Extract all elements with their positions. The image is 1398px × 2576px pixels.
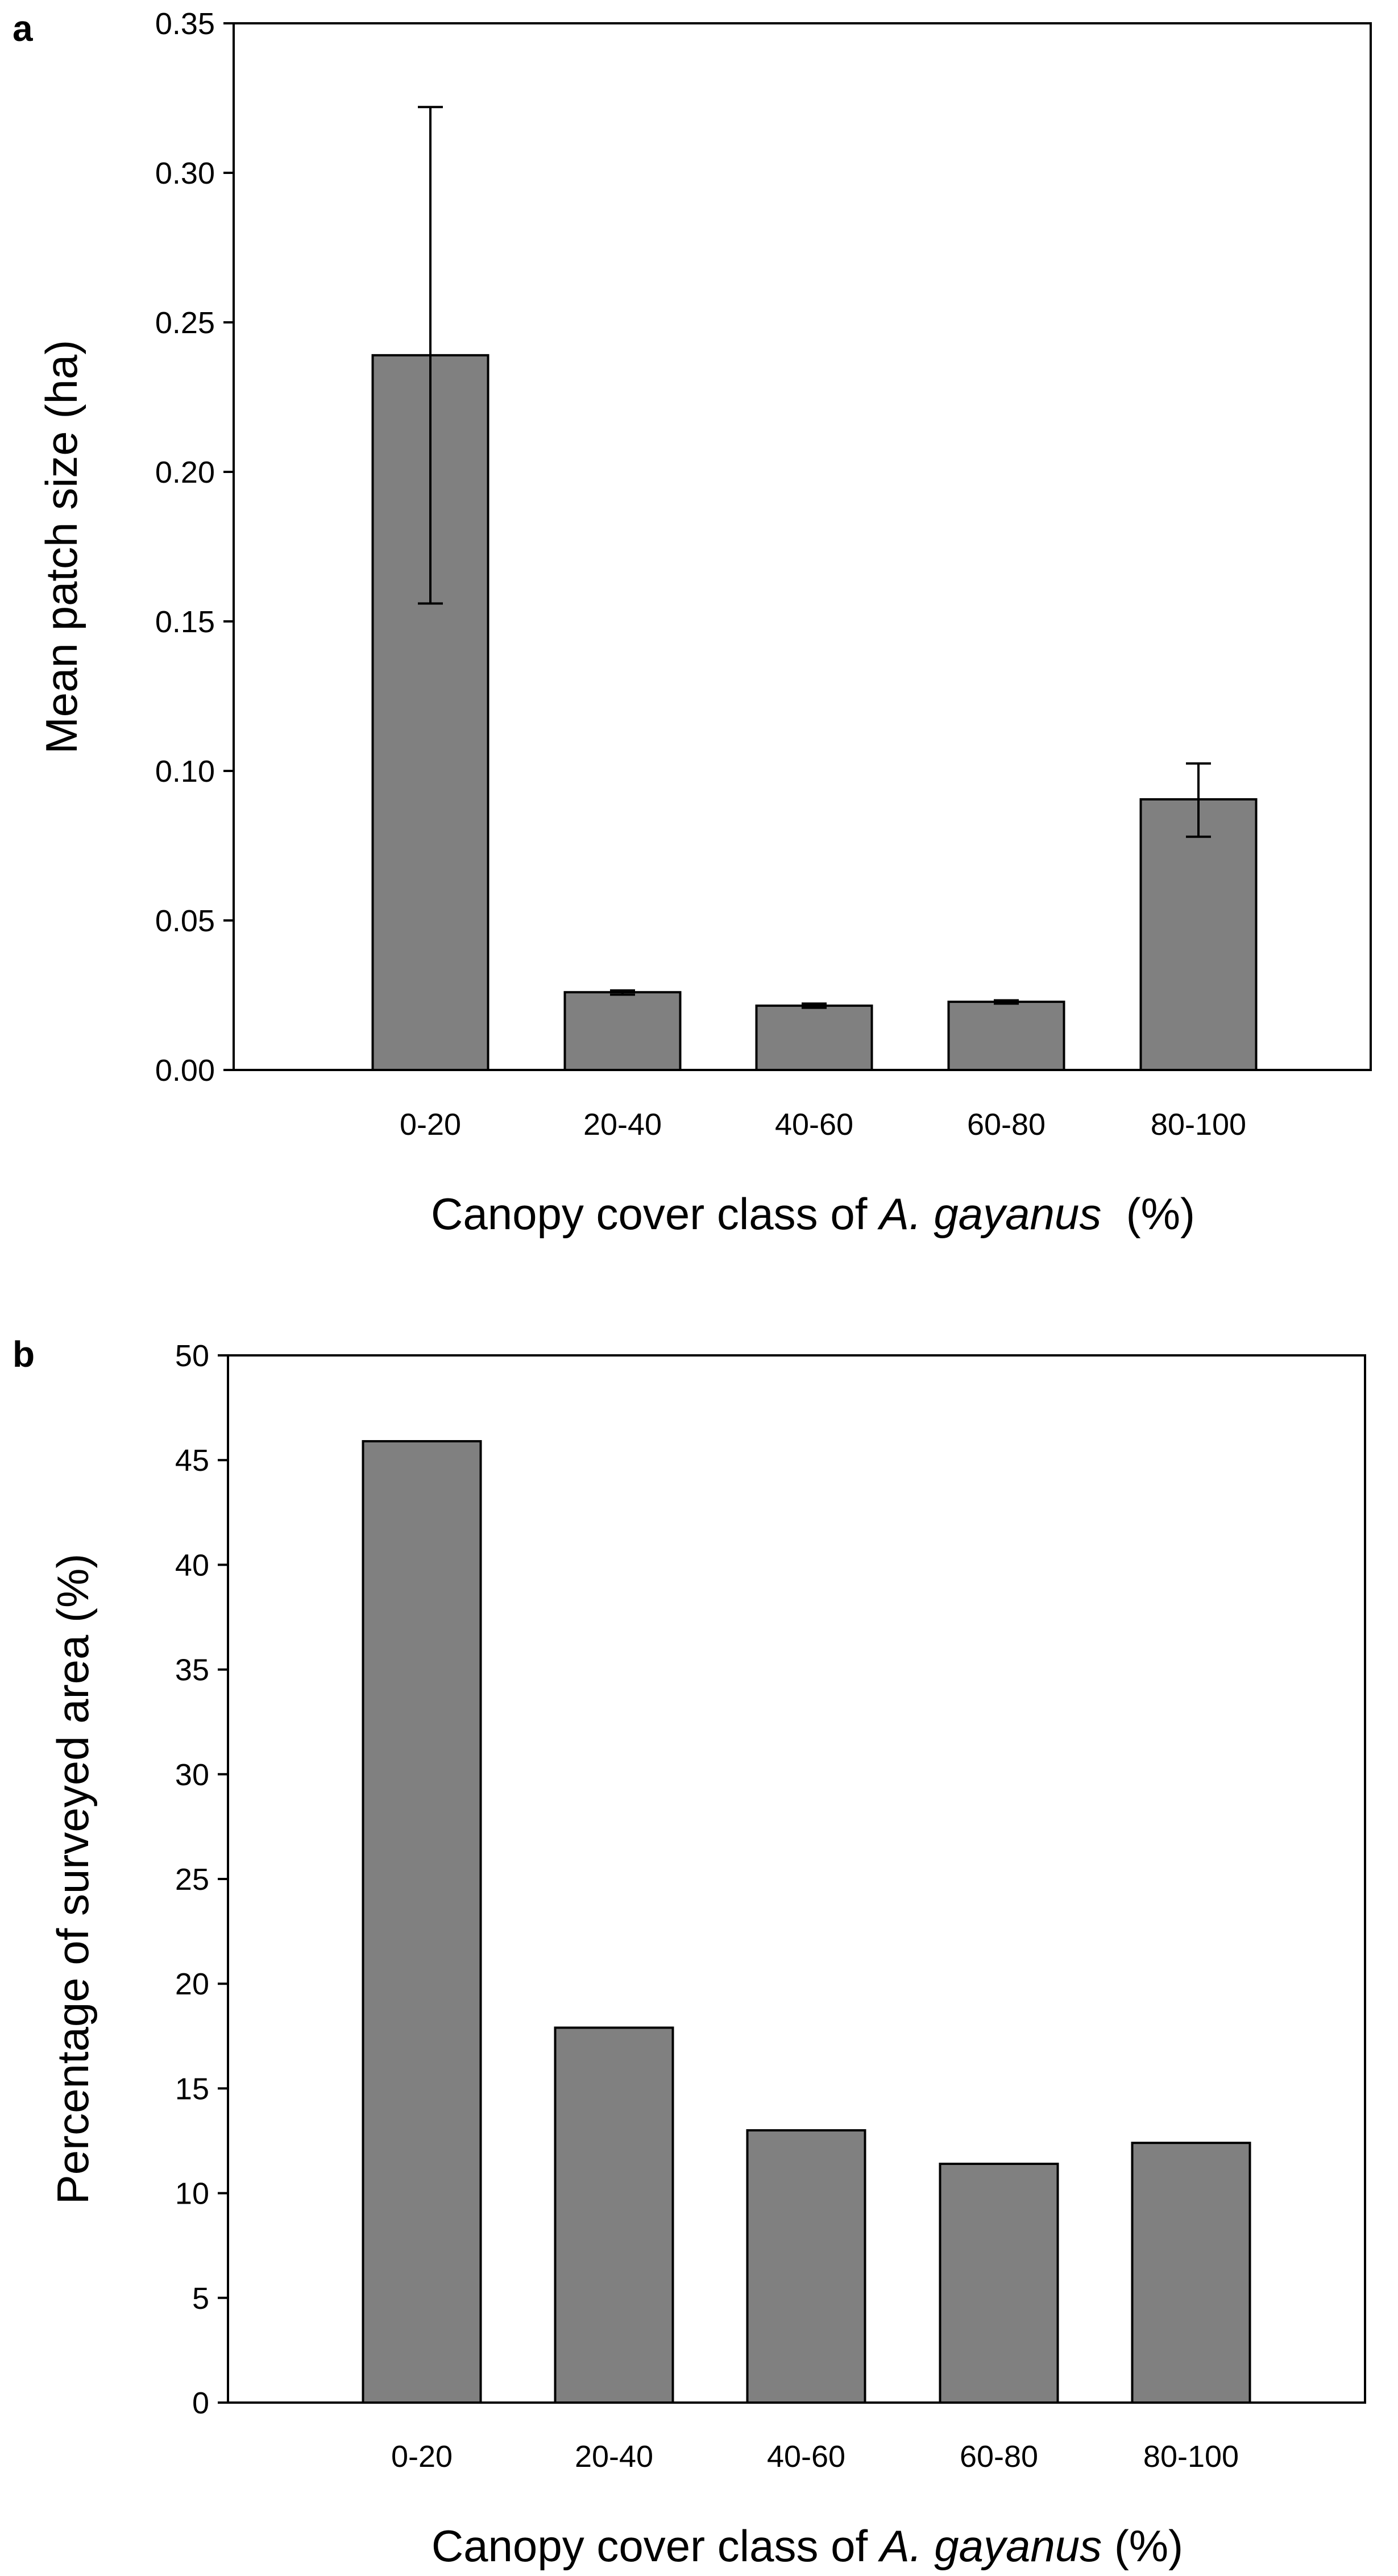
panel-b-chart: b 0 5 10 15 20 25 30 35 40 45 50 0-20 20-40 40-60 60-… xyxy=(13,1334,1366,2571)
bar-60-80 xyxy=(947,1001,1065,1072)
error-bar-60-80 xyxy=(994,999,1019,1005)
panel-b-x-ticks: 0-20 20-40 40-60 60-80 80-100 xyxy=(391,2440,1239,2474)
x-tick-label: 80-100 xyxy=(1151,1107,1246,1142)
y-tick-label: 0.25 xyxy=(155,306,215,340)
y-tick-label: 0.10 xyxy=(155,754,215,789)
y-tick-label: 0.05 xyxy=(155,904,215,938)
y-tick-label: 25 xyxy=(175,1862,209,1897)
panel-a-x-axis-title-species: A. gayanus xyxy=(877,1189,1101,1239)
y-tick-label: 0.00 xyxy=(155,1053,215,1088)
y-tick-label: 20 xyxy=(175,1967,209,2001)
y-tick-label: 0 xyxy=(192,2386,209,2420)
panel-b-letter: b xyxy=(13,1334,35,1375)
x-tick-label: 60-80 xyxy=(967,1107,1046,1142)
error-bar-80-100 xyxy=(1186,762,1211,838)
x-tick-label: 0-20 xyxy=(391,2440,453,2474)
panel-a-bars xyxy=(371,354,1258,1072)
x-tick-label: 0-20 xyxy=(400,1107,461,1142)
panel-b-x-axis-title-species: A. gayanus xyxy=(878,2521,1102,2571)
error-bar-20-40 xyxy=(610,989,635,996)
x-tick-label: 20-40 xyxy=(583,1107,662,1142)
x-tick-label: 40-60 xyxy=(767,2440,845,2474)
bar-40-60 xyxy=(755,1004,873,1072)
panel-a-letter: a xyxy=(13,8,33,49)
y-tick-label: 15 xyxy=(175,2072,209,2106)
bar-20-40 xyxy=(563,991,682,1071)
y-tick-label: 45 xyxy=(175,1443,209,1478)
y-tick-label: 0.35 xyxy=(155,7,215,41)
panel-a-x-axis-title: Canopy cover class of A. gayanus (%) xyxy=(431,1189,1195,1239)
panel-b-y-axis-title: Percentage of surveyed area (%) xyxy=(48,1554,98,2205)
y-tick-label: 0.15 xyxy=(155,605,215,639)
y-tick-label: 40 xyxy=(175,1548,209,1582)
panel-a-y-axis-title: Mean patch size (ha) xyxy=(36,340,86,754)
y-tick-label: 35 xyxy=(175,1653,209,1687)
bar-60-80 xyxy=(939,2163,1059,2404)
panel-b-y-ticks: 0 5 10 15 20 25 30 35 40 45 50 xyxy=(175,1339,228,2420)
x-tick-label: 20-40 xyxy=(575,2440,653,2474)
panel-a-x-axis-title-post: (%) xyxy=(1101,1189,1195,1239)
panel-a-y-ticks: 0.00 0.05 0.10 0.15 0.20 0.25 0.30 0.35 xyxy=(155,7,234,1088)
bar-80-100 xyxy=(1139,798,1258,1071)
panel-a-x-axis-title-pre: Canopy cover class of xyxy=(431,1189,880,1239)
y-tick-label: 10 xyxy=(175,2177,209,2211)
panel-a-plot-frame xyxy=(233,22,1372,1071)
y-tick-label: 0.30 xyxy=(155,156,215,190)
bar-80-100 xyxy=(1131,2142,1251,2404)
panel-b-x-axis-title-post: (%) xyxy=(1102,2521,1183,2571)
bar-20-40 xyxy=(554,2026,674,2404)
error-bar-0-20 xyxy=(418,106,443,605)
panel-a-x-ticks: 0-20 20-40 40-60 60-80 80-100 xyxy=(400,1107,1246,1142)
panel-b-x-axis-title: Canopy cover class of A. gayanus (%) xyxy=(432,2521,1183,2571)
y-tick-label: 0.20 xyxy=(155,455,215,490)
y-tick-label: 5 xyxy=(192,2282,209,2316)
y-tick-label: 50 xyxy=(175,1339,209,1373)
panel-b-x-axis-title-pre: Canopy cover class of xyxy=(432,2521,880,2571)
bar-40-60 xyxy=(746,2129,866,2404)
panel-a-error-bars xyxy=(418,106,1211,1009)
bar-0-20 xyxy=(362,1440,482,2404)
panel-a-chart: a 0.00 0.05 0.10 0.15 0.20 0.25 0.30 0.35 0-20 2… xyxy=(13,7,1372,1239)
y-tick-label: 30 xyxy=(175,1758,209,1792)
x-tick-label: 60-80 xyxy=(960,2440,1038,2474)
error-bar-40-60 xyxy=(802,1002,827,1009)
x-tick-label: 80-100 xyxy=(1143,2440,1239,2474)
x-tick-label: 40-60 xyxy=(775,1107,853,1142)
panel-b-bars xyxy=(362,1440,1251,2404)
